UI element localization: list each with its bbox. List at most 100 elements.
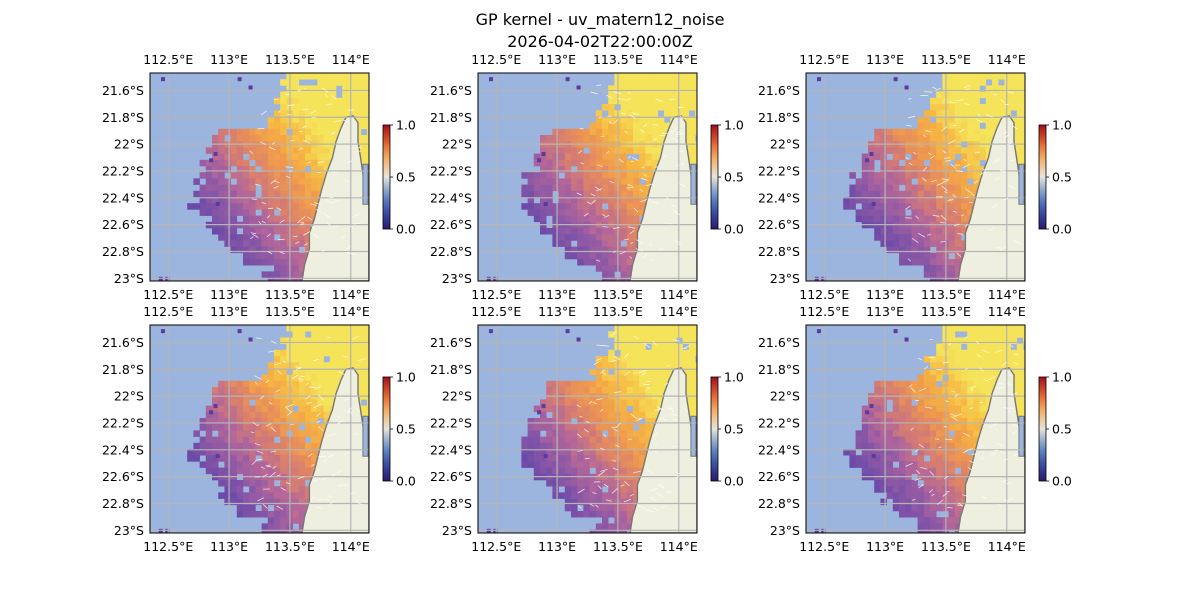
wind-arrow bbox=[655, 98, 663, 102]
wind-arrow bbox=[1012, 125, 1018, 130]
wind-arrow bbox=[940, 214, 947, 221]
map-frame bbox=[477, 72, 698, 282]
wind-arrow bbox=[983, 378, 989, 382]
wind-arrow bbox=[659, 483, 665, 489]
wind-arrow bbox=[942, 492, 949, 497]
wind-arrow bbox=[261, 110, 267, 116]
lat-tick-label: 22.6°S bbox=[102, 217, 144, 232]
wind-arrow bbox=[962, 432, 971, 437]
wind-arrow bbox=[340, 235, 346, 239]
wind-arrow bbox=[255, 337, 262, 339]
lon-tick-label-top: 113°E bbox=[538, 52, 576, 67]
wind-arrow bbox=[928, 152, 932, 156]
wind-arrow bbox=[342, 355, 349, 358]
lon-tick-label-top: 112.5°E bbox=[799, 52, 849, 67]
colorbar-tick-label: 0.5 bbox=[724, 170, 744, 185]
speckle-cell bbox=[215, 201, 220, 206]
wind-arrow bbox=[636, 239, 644, 245]
speckle-cell bbox=[816, 329, 821, 334]
wind-arrow bbox=[950, 413, 957, 417]
lon-tick-label-top: 114°E bbox=[660, 304, 698, 319]
lat-tick-label: 22.2°S bbox=[430, 415, 472, 430]
gridlines bbox=[150, 325, 369, 533]
wind-arrow bbox=[605, 499, 612, 502]
wind-arrow bbox=[577, 488, 585, 494]
colorbar-tick-label: 0.0 bbox=[1052, 222, 1072, 237]
lon-tick-label-bottom: 113°E bbox=[538, 287, 576, 302]
map-area bbox=[806, 325, 1025, 533]
wind-arrow bbox=[921, 177, 927, 182]
wind-arrow bbox=[249, 150, 254, 154]
wind-arrow bbox=[254, 375, 262, 380]
wind-arrow bbox=[317, 394, 324, 401]
wind-arrow bbox=[653, 432, 659, 437]
wind-arrow bbox=[929, 489, 934, 493]
colorbar bbox=[1038, 124, 1047, 230]
lat-tick-label: 22.4°S bbox=[102, 442, 144, 457]
wind-arrow bbox=[995, 247, 1001, 249]
wind-arrow bbox=[297, 89, 302, 92]
gridlines bbox=[806, 325, 1025, 533]
wind-arrow bbox=[998, 382, 1005, 385]
wind-arrow bbox=[675, 164, 680, 167]
wind-arrow bbox=[298, 147, 304, 150]
wind-arrow bbox=[918, 443, 925, 448]
wind-arrow bbox=[643, 173, 648, 177]
chart-subtitle: 2026-04-02T22:00:00Z bbox=[507, 32, 693, 51]
wind-arrow bbox=[951, 416, 958, 422]
map-panel: 112.5°E 112.5°E 113°E 113°E 113.5°E 113.5°E 11… bbox=[758, 52, 1072, 302]
wind-arrow bbox=[950, 163, 957, 169]
wind-arrow bbox=[619, 251, 626, 255]
wind-arrow bbox=[332, 225, 339, 228]
wind-arrow bbox=[1001, 361, 1007, 367]
wind-arrow bbox=[999, 170, 1006, 172]
wind-arrow bbox=[910, 387, 916, 393]
lat-tick-label: 21.8°S bbox=[430, 110, 472, 125]
wind-arrow bbox=[286, 410, 293, 416]
wind-arrow bbox=[979, 444, 985, 448]
lat-tick-label: 22.4°S bbox=[102, 190, 144, 205]
wind-arrow bbox=[344, 398, 349, 401]
wind-arrow bbox=[250, 431, 255, 434]
wind-arrow bbox=[270, 426, 276, 432]
lon-tick-label-top: 112.5°E bbox=[143, 304, 193, 319]
wind-arrow bbox=[1007, 91, 1014, 94]
wind-arrow bbox=[963, 163, 971, 169]
wind-arrow bbox=[290, 423, 295, 426]
lon-tick-label-bottom: 113°E bbox=[210, 287, 248, 302]
speckle-cell bbox=[904, 85, 909, 90]
lon-tick-label-bottom: 113.5°E bbox=[921, 539, 971, 554]
wind-arrow bbox=[646, 509, 654, 513]
map-frame bbox=[149, 324, 370, 534]
lat-tick-label: 22.6°S bbox=[430, 469, 472, 484]
lon-tick-label-top: 113.5°E bbox=[921, 304, 971, 319]
wind-arrow bbox=[629, 256, 633, 259]
wind-arrow bbox=[257, 497, 265, 502]
map-panel: 112.5°E 112.5°E 113°E 113°E 113.5°E 113.5°E 11… bbox=[430, 52, 744, 302]
wind-arrow bbox=[1003, 197, 1009, 201]
lat-tick-label: 21.8°S bbox=[430, 362, 472, 377]
wind-arrow bbox=[964, 196, 969, 199]
wind-arrow bbox=[318, 161, 325, 163]
wind-arrow bbox=[973, 179, 979, 184]
wind-arrow bbox=[947, 506, 953, 509]
wind-arrow bbox=[261, 220, 267, 224]
wind-arrow bbox=[955, 170, 963, 173]
wind-arrow bbox=[612, 460, 617, 462]
wind-arrow bbox=[631, 112, 640, 116]
wind-arrow bbox=[589, 503, 595, 507]
lat-tick-label: 22°S bbox=[442, 389, 472, 404]
wind-arrow bbox=[908, 115, 916, 119]
wind-arrow bbox=[621, 112, 626, 115]
lat-tick-label: 21.8°S bbox=[758, 110, 800, 125]
wind-arrow bbox=[958, 128, 965, 133]
gridlines bbox=[478, 73, 697, 281]
lon-tick-label-top: 113.5°E bbox=[265, 304, 315, 319]
wind-arrow bbox=[287, 104, 295, 107]
lon-tick-label-bottom: 112.5°E bbox=[143, 539, 193, 554]
wind-arrow bbox=[268, 146, 276, 151]
wind-arrow bbox=[316, 171, 321, 173]
wind-arrow bbox=[609, 180, 615, 184]
wind-arrow bbox=[981, 495, 987, 499]
wind-arrow bbox=[251, 461, 256, 465]
